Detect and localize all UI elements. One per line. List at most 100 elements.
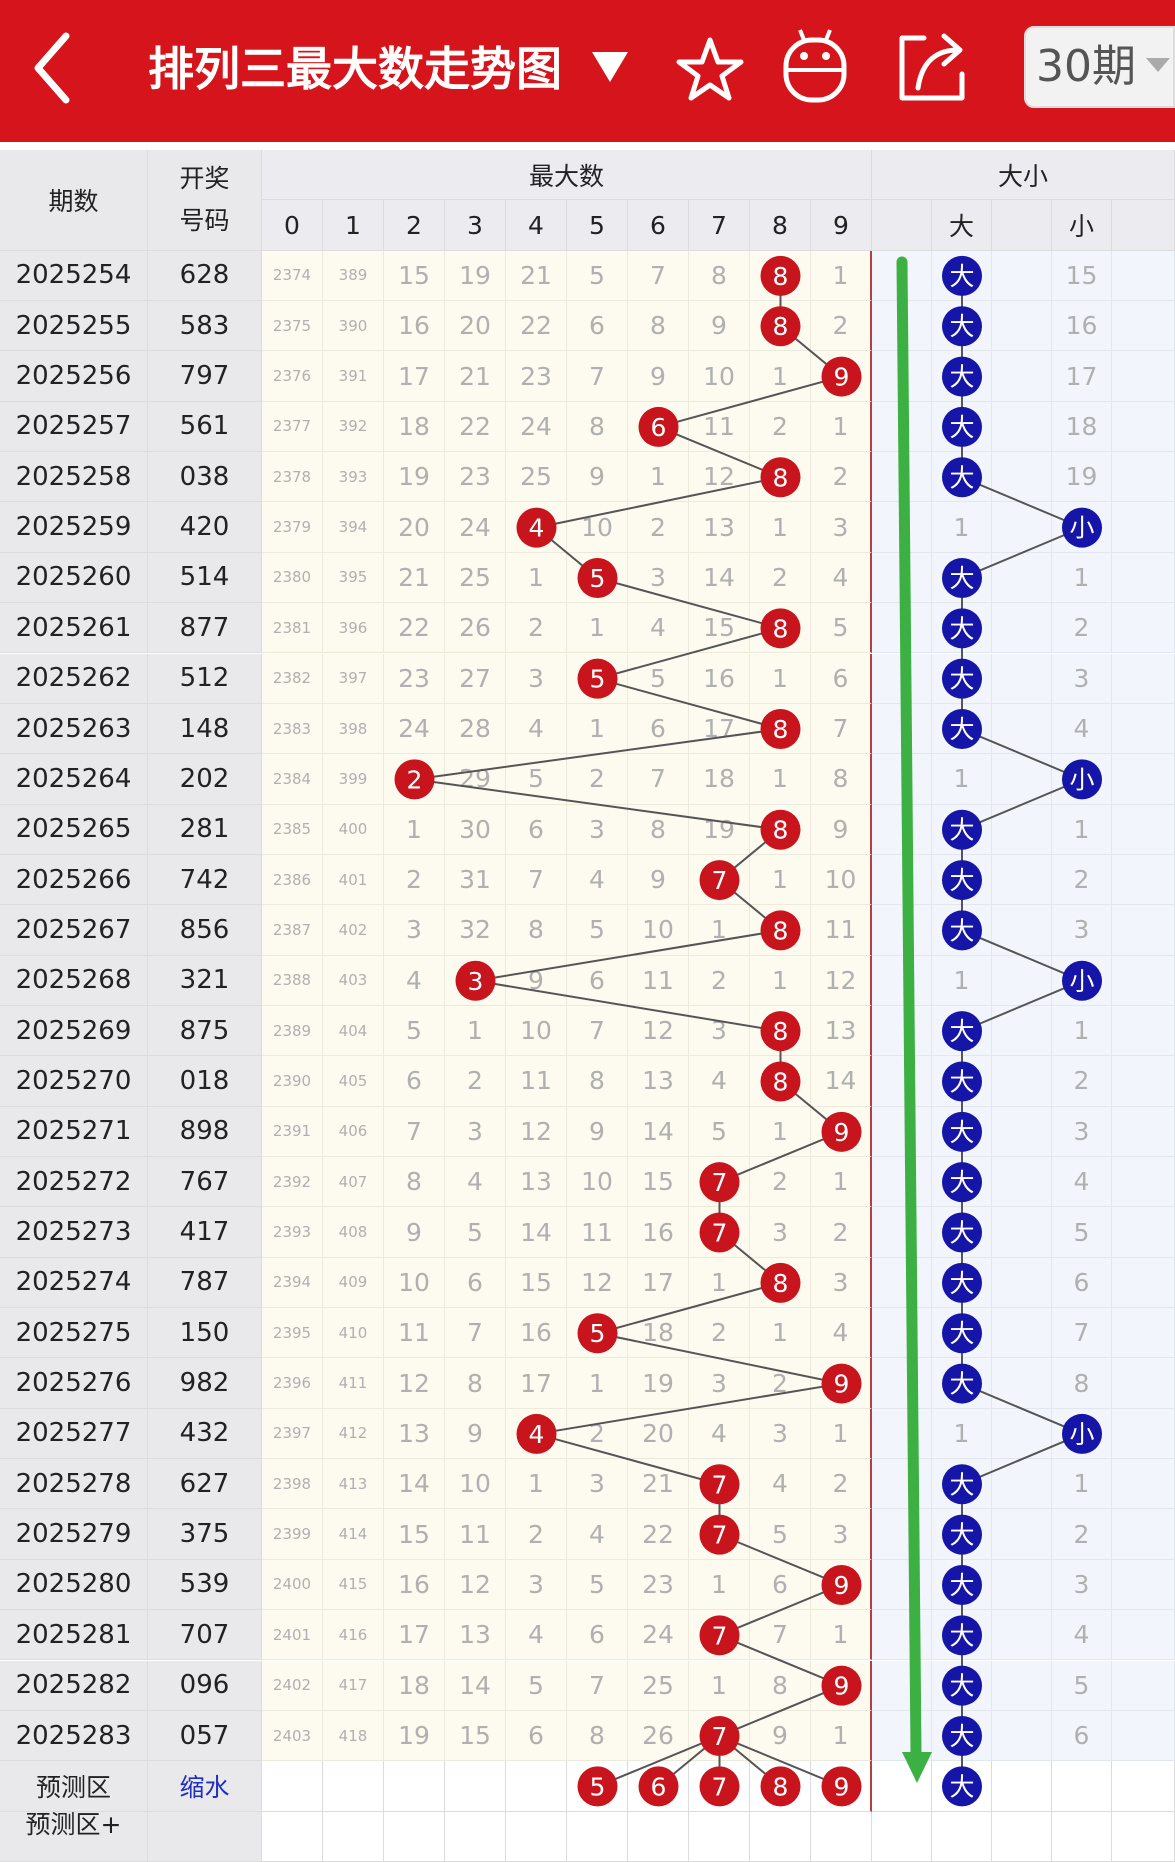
- omission-cell: 7: [811, 703, 872, 755]
- omission-cell: 3: [506, 1559, 567, 1611]
- omission-cell: 23: [384, 653, 445, 704]
- size-cell: 1: [1052, 552, 1112, 604]
- omission-cell: 26: [628, 1710, 689, 1762]
- dropdown-triangle-icon[interactable]: [590, 50, 630, 84]
- size-cell: [992, 250, 1052, 302]
- size-cell: 5: [1052, 1207, 1112, 1258]
- column-header-draw-draw_line2: 号码: [179, 205, 230, 235]
- omission-cell: 1: [689, 1559, 750, 1611]
- omission-cell: 7: [628, 754, 689, 805]
- omission-cell: 2396: [262, 1358, 323, 1409]
- prediction-cell[interactable]: [689, 1761, 750, 1812]
- prediction-plus-cell: [628, 1811, 689, 1862]
- prediction-cell[interactable]: [323, 1761, 384, 1812]
- omission-cell: 14: [506, 1207, 567, 1258]
- size-cell: 2: [1052, 1056, 1112, 1107]
- size-cell: [1112, 854, 1175, 906]
- omission-cell: 415: [323, 1559, 384, 1611]
- omission-cell-hit: [750, 250, 811, 302]
- period-cell: 2025277: [0, 1408, 148, 1460]
- omission-cell: 3: [628, 552, 689, 604]
- omission-cell-hit: [811, 351, 872, 402]
- prediction-plus-size-cell: [992, 1811, 1052, 1862]
- omission-cell: 9: [628, 351, 689, 402]
- period-cell: 2025266: [0, 854, 148, 906]
- size-cell: [872, 1056, 932, 1107]
- prediction-cell[interactable]: [567, 1761, 628, 1812]
- size-cell: 4: [1052, 703, 1112, 755]
- prediction-cell[interactable]: [262, 1761, 323, 1812]
- draw-number-cell: 321: [148, 955, 262, 1006]
- share-icon[interactable]: [894, 30, 970, 104]
- omission-cell: 9: [506, 955, 567, 1006]
- size-cell: [1112, 351, 1175, 402]
- prediction-size-cell[interactable]: [872, 1761, 932, 1812]
- back-arrow-icon[interactable]: [28, 30, 78, 106]
- group-header-size: 大小: [872, 150, 1175, 201]
- prediction-size-cell[interactable]: [932, 1761, 992, 1812]
- star-icon[interactable]: [676, 36, 744, 102]
- omission-cell: 9: [750, 1710, 811, 1762]
- size-cell: [872, 955, 932, 1006]
- robot-icon[interactable]: [782, 26, 848, 106]
- omission-cell: 409: [323, 1257, 384, 1309]
- omission-cell-hit: [811, 1660, 872, 1711]
- size-cell: [992, 401, 1052, 453]
- omission-cell-hit: [689, 1509, 750, 1560]
- prediction-size-cell[interactable]: [992, 1761, 1052, 1812]
- omission-cell: 6: [384, 1056, 445, 1107]
- size-cell: [872, 351, 932, 402]
- omission-cell: 2394: [262, 1257, 323, 1309]
- omission-cell: 24: [445, 502, 506, 553]
- prediction-plus-draw: [148, 1811, 262, 1862]
- size-cell-hit: [932, 1710, 992, 1762]
- size-cell-hit: [932, 1106, 992, 1157]
- omission-cell-hit: [689, 854, 750, 906]
- prediction-cell[interactable]: [445, 1761, 506, 1812]
- omission-cell: 23: [506, 351, 567, 402]
- omission-cell: 6: [567, 955, 628, 1006]
- prediction-cell[interactable]: [506, 1761, 567, 1812]
- period-cell: 2025260: [0, 552, 148, 604]
- size-cell: 3: [1052, 1559, 1112, 1611]
- omission-cell: 2: [750, 552, 811, 604]
- draw-number-cell: 707: [148, 1610, 262, 1661]
- period-select[interactable]: 30期: [1024, 26, 1175, 108]
- size-header-2: [992, 200, 1052, 251]
- omission-cell: 5: [506, 754, 567, 805]
- omission-cell: 4: [506, 703, 567, 755]
- prediction-plus-cell: [689, 1811, 750, 1862]
- period-cell: 2025283: [0, 1710, 148, 1762]
- page-title[interactable]: 排列三最大数走势图: [148, 42, 562, 96]
- prediction-size-cell[interactable]: [1052, 1761, 1112, 1812]
- size-cell: [992, 1559, 1052, 1611]
- omission-cell: 13: [628, 1056, 689, 1107]
- size-cell: [1112, 1710, 1175, 1762]
- omission-cell: 6: [506, 1710, 567, 1762]
- omission-cell: 13: [689, 502, 750, 553]
- size-cell: 5: [1052, 1660, 1112, 1711]
- prediction-cell[interactable]: [628, 1761, 689, 1812]
- omission-cell: 1: [750, 854, 811, 906]
- prediction-cell[interactable]: [811, 1761, 872, 1812]
- draw-number-cell: 018: [148, 1056, 262, 1107]
- omission-cell: 3: [567, 804, 628, 855]
- size-cell: 15: [1052, 250, 1112, 302]
- omission-cell: 16: [384, 1559, 445, 1611]
- size-cell: [872, 703, 932, 755]
- omission-cell-hit: [567, 653, 628, 704]
- draw-number-cell: 057: [148, 1710, 262, 1762]
- size-cell-hit: [932, 703, 992, 755]
- draw-number-cell: 417: [148, 1207, 262, 1258]
- omission-cell: 30: [445, 804, 506, 855]
- prediction-cell[interactable]: [750, 1761, 811, 1812]
- size-cell: [872, 1660, 932, 1711]
- period-cell: 2025269: [0, 1005, 148, 1057]
- omission-cell: 2: [384, 854, 445, 906]
- size-cell: [872, 552, 932, 604]
- prediction-cell[interactable]: [384, 1761, 445, 1812]
- shrink-link[interactable]: 缩水: [148, 1761, 262, 1812]
- size-cell: [1112, 301, 1175, 352]
- omission-cell: 2381: [262, 603, 323, 654]
- size-cell: [1112, 552, 1175, 604]
